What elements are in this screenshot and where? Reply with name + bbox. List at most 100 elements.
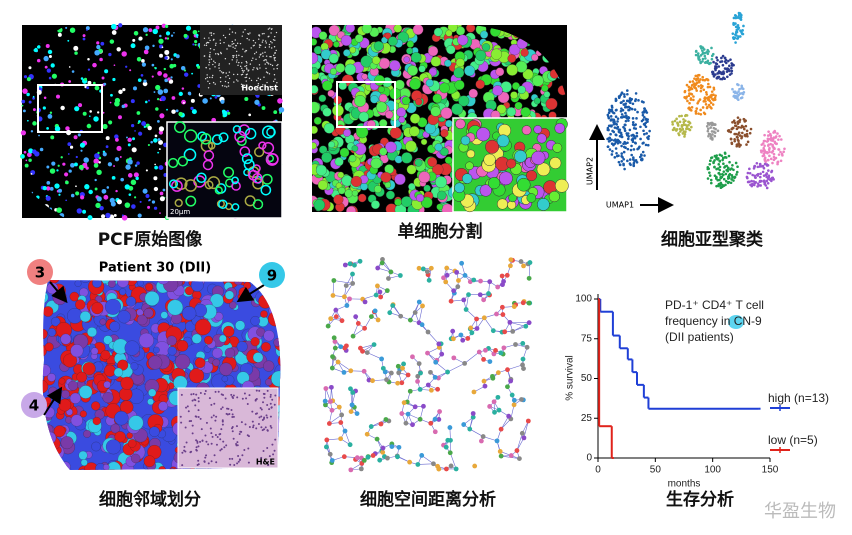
umap-point xyxy=(686,125,689,128)
node xyxy=(439,352,444,357)
node xyxy=(385,456,390,461)
cell xyxy=(189,368,204,383)
umap-point xyxy=(714,131,717,134)
he-nucleus xyxy=(195,394,197,396)
node xyxy=(417,361,422,366)
umap-point xyxy=(645,144,648,147)
umap-point xyxy=(751,174,754,177)
nucleus xyxy=(219,70,220,71)
umap-point xyxy=(615,134,618,137)
umap-point xyxy=(635,92,638,95)
umap-point xyxy=(735,29,738,32)
node xyxy=(418,371,423,376)
axis-label: UMAP2 xyxy=(586,157,595,185)
he-nucleus xyxy=(274,439,276,441)
node xyxy=(501,279,506,284)
cell xyxy=(125,341,140,356)
segment xyxy=(322,81,332,91)
umap-point xyxy=(646,111,649,114)
umap-point xyxy=(738,17,741,20)
cell xyxy=(149,199,151,201)
segment xyxy=(476,80,485,89)
umap-point xyxy=(766,187,769,190)
umap-point xyxy=(697,85,700,88)
cell xyxy=(192,109,197,114)
he-nucleus xyxy=(193,393,195,395)
cell xyxy=(141,74,144,77)
node xyxy=(526,419,531,424)
umap-point xyxy=(643,154,646,157)
edge xyxy=(465,352,480,363)
node xyxy=(483,348,488,353)
cell xyxy=(153,347,159,353)
he-nucleus xyxy=(210,404,212,406)
node xyxy=(324,438,329,443)
cell xyxy=(159,466,166,473)
cell xyxy=(213,359,220,366)
he-nucleus xyxy=(262,429,264,431)
segment xyxy=(467,150,475,158)
he-nucleus xyxy=(241,421,243,423)
umap-point xyxy=(676,122,679,125)
segment xyxy=(340,148,349,157)
segment xyxy=(476,127,490,141)
cell xyxy=(125,66,127,68)
node xyxy=(522,435,527,440)
cell xyxy=(163,89,168,94)
nucleus xyxy=(273,55,274,56)
nucleus xyxy=(248,39,249,40)
nucleus xyxy=(232,31,233,32)
cell xyxy=(147,206,150,209)
segment xyxy=(318,180,328,190)
segment xyxy=(544,91,550,97)
cell xyxy=(114,411,128,425)
segment xyxy=(435,143,443,151)
umap-point xyxy=(765,172,768,175)
nucleus xyxy=(259,46,260,47)
node xyxy=(492,410,497,415)
umap-point xyxy=(676,128,679,131)
edge xyxy=(510,322,526,326)
umap-point xyxy=(770,134,773,137)
umap-point xyxy=(728,177,731,180)
node xyxy=(425,351,430,356)
segment xyxy=(381,172,391,182)
umap-point xyxy=(615,109,618,112)
cell xyxy=(75,300,85,310)
nucleus xyxy=(233,57,234,58)
umap-point xyxy=(767,159,770,162)
he-nucleus xyxy=(264,393,266,395)
segment xyxy=(343,129,350,136)
nucleus xyxy=(258,35,259,36)
cell xyxy=(114,214,117,217)
node xyxy=(327,421,332,426)
cell xyxy=(122,105,126,109)
umap-point xyxy=(728,155,731,158)
segment xyxy=(310,126,318,134)
nucleus xyxy=(213,82,214,83)
node xyxy=(435,464,440,469)
he-nucleus xyxy=(266,414,268,416)
node xyxy=(328,399,333,404)
umap-point xyxy=(637,99,640,102)
he-nucleus xyxy=(239,433,241,435)
he-nucleus xyxy=(222,406,224,408)
nucleus xyxy=(210,48,211,49)
nucleus xyxy=(241,68,242,69)
node xyxy=(507,320,512,325)
cell xyxy=(26,93,29,96)
segment xyxy=(355,34,363,42)
cell xyxy=(152,64,155,67)
cell xyxy=(60,462,70,472)
umap-point xyxy=(623,168,626,171)
y-tick-label: 100 xyxy=(575,294,592,305)
cell xyxy=(157,71,162,76)
cell xyxy=(97,111,99,113)
caption: 细胞亚型聚类 xyxy=(661,229,764,250)
cell xyxy=(244,282,251,289)
nucleus xyxy=(260,79,261,80)
umap-point xyxy=(689,108,692,111)
umap-point xyxy=(766,164,769,167)
umap-point xyxy=(689,129,692,132)
umap-point xyxy=(611,153,614,156)
